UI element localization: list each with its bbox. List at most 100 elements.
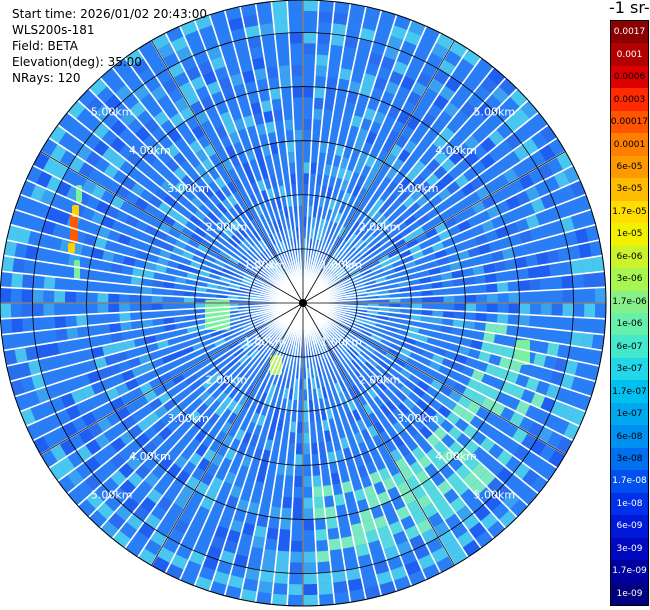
colorbar-cell: 1.7e-08 <box>611 470 648 493</box>
range-gate-cell <box>364 252 376 262</box>
range-gate-cell <box>411 250 425 261</box>
range-gate-cell <box>3 240 18 258</box>
range-gate-cell <box>463 275 476 287</box>
range-gate-cell <box>59 438 77 457</box>
range-gate-cell <box>282 485 294 498</box>
ray-gap-line <box>179 25 304 304</box>
colorbar-cell: 3e-05 <box>611 178 648 201</box>
ray-gap-line <box>32 302 304 442</box>
range-gate-cell <box>384 399 398 413</box>
range-gate-cell <box>241 255 253 265</box>
range-gate-cell <box>534 408 551 426</box>
range-gate-cell <box>234 230 246 242</box>
range-gate-cell <box>228 255 240 266</box>
ray-gap-line <box>302 302 320 606</box>
range-gate-cell <box>172 151 188 167</box>
range-gate-cell <box>269 87 282 100</box>
ray-gap-line <box>302 88 518 304</box>
range-gate-cell <box>385 412 399 426</box>
ray-gap-line <box>302 124 549 304</box>
ray-gap-line <box>302 137 558 304</box>
range-gate-cell <box>556 435 573 455</box>
ray-gap-line <box>302 67 495 304</box>
range-gate-cell <box>415 518 433 535</box>
ray-gap-line <box>302 302 442 574</box>
range-gate-cell <box>173 518 191 535</box>
range-gate-cell <box>303 173 310 185</box>
azimuth-spokes <box>0 0 606 606</box>
range-gate-cell <box>246 346 258 357</box>
range-label: 2.00km <box>359 220 401 233</box>
range-gate-cell <box>425 172 440 188</box>
range-gate-cell <box>434 221 448 235</box>
ray-gap-line <box>302 239 600 304</box>
range-gate-cell <box>411 445 426 461</box>
range-gate-cell <box>508 303 520 315</box>
range-gate-cell <box>382 263 394 272</box>
range-gate-cell <box>453 310 466 320</box>
range-gate-cell <box>415 71 433 88</box>
range-gate-cell <box>393 357 407 368</box>
range-gate-cell <box>207 412 221 426</box>
range-gate-cell <box>529 278 541 292</box>
range-gate-cell <box>442 287 455 296</box>
range-gate-cell <box>379 55 397 71</box>
range-gate-cell <box>484 272 497 284</box>
range-gate-cell <box>539 124 558 144</box>
range-gate-cell <box>431 179 446 195</box>
range-gate-cell <box>434 371 448 385</box>
start-time-text: Start time: 2026/01/02 20:43:00 <box>12 7 207 21</box>
range-gate-cell <box>560 216 575 233</box>
range-gate-cell <box>104 93 122 112</box>
range-gate-cell <box>290 184 298 196</box>
range-gate-cell <box>84 455 102 474</box>
range-gate-cell <box>320 341 328 353</box>
range-gate-cell <box>266 260 276 271</box>
range-gate-cell <box>222 330 234 339</box>
range-gate-cell <box>67 100 86 120</box>
range-gate-cell <box>227 168 240 182</box>
ray-gap-line <box>25 302 304 427</box>
range-gate-cell <box>392 420 406 435</box>
range-gate-cell <box>347 206 358 219</box>
ray-gap-line <box>302 6 367 304</box>
range-gate-cell <box>291 508 303 520</box>
range-gate-cell <box>468 521 487 540</box>
range-gate-cell <box>151 418 167 434</box>
range-gate-cell <box>322 328 331 339</box>
range-gate-cell <box>553 356 568 374</box>
range-gate-cell <box>291 519 303 531</box>
range-gate-cell <box>295 443 303 455</box>
range-gate-cell <box>411 226 425 239</box>
range-gate-cell <box>145 411 161 426</box>
range-gate-cell <box>230 218 242 231</box>
range-gate-cell <box>248 332 260 342</box>
radar-center-marker <box>299 299 307 307</box>
range-gate-cell <box>6 224 21 243</box>
range-gate-cell <box>391 216 404 229</box>
range-gate-cell <box>513 143 530 162</box>
range-gate-cell <box>221 434 235 448</box>
range-gate-cell <box>52 162 69 181</box>
range-gate-cell <box>206 80 222 96</box>
range-gate-cell <box>262 110 275 124</box>
range-gate-cell <box>375 214 388 227</box>
ray-gap-line <box>14 208 304 304</box>
range-gate-cell <box>242 276 254 284</box>
range-gate-cell <box>408 534 426 551</box>
ray-gap-line <box>302 10 383 304</box>
range-gate-cell <box>54 315 67 330</box>
range-gate-cell <box>431 280 443 290</box>
range-gate-cell <box>45 206 61 223</box>
range-gate-cell <box>206 45 223 61</box>
range-gate-cell <box>375 346 388 357</box>
range-gate-cell <box>20 407 37 427</box>
range-gate-cell <box>349 270 361 279</box>
ray-gap-line <box>302 208 592 304</box>
range-gate-cell <box>221 86 237 101</box>
range-gate-cell <box>303 183 310 195</box>
ray-gap-line <box>0 302 304 320</box>
range-gate-cell <box>274 474 285 486</box>
ray-gap-line <box>302 302 539 495</box>
range-gate-cell <box>421 309 433 317</box>
